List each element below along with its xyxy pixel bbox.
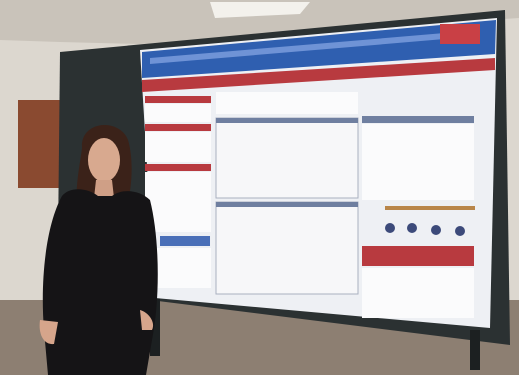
ceiling-light-strip (210, 2, 310, 18)
right-colorbar (385, 206, 475, 210)
left-section-body-1 (145, 104, 211, 122)
person-right-hand (140, 310, 154, 330)
left-section-body-2 (145, 132, 211, 162)
left-section-header-1 (145, 96, 211, 103)
board-stand-right (470, 330, 480, 370)
left-section-header-3 (145, 164, 211, 171)
middle-graph-2 (215, 201, 359, 295)
wood-wall-panel (18, 100, 66, 188)
right-dot-2 (407, 223, 417, 233)
right-dot-1 (385, 223, 395, 233)
left-section-body-3 (145, 172, 211, 232)
poster-title-highlight (150, 30, 480, 64)
right-dot-4 (455, 226, 465, 236)
person-neck (94, 180, 114, 198)
right-section-header-1 (362, 116, 474, 123)
ceiling (0, 0, 519, 44)
left-section-blue-box (160, 236, 210, 246)
person-jacket (42, 189, 158, 375)
person-face (88, 138, 120, 182)
poster-logo (440, 24, 480, 44)
right-dot-3 (431, 225, 441, 235)
middle-graph-1 (215, 117, 359, 199)
right-section-header-2 (362, 246, 474, 266)
middle-graph-1-header (216, 118, 358, 123)
poster-header-bar (142, 58, 495, 92)
right-section-body-1 (362, 124, 474, 200)
right-section-body-2 (362, 268, 474, 318)
left-section-header-2 (145, 124, 211, 131)
middle-graph-2-header (216, 202, 358, 207)
person-left-hand (39, 320, 58, 345)
board-stand-left (150, 296, 160, 356)
middle-intro-block (216, 92, 358, 114)
